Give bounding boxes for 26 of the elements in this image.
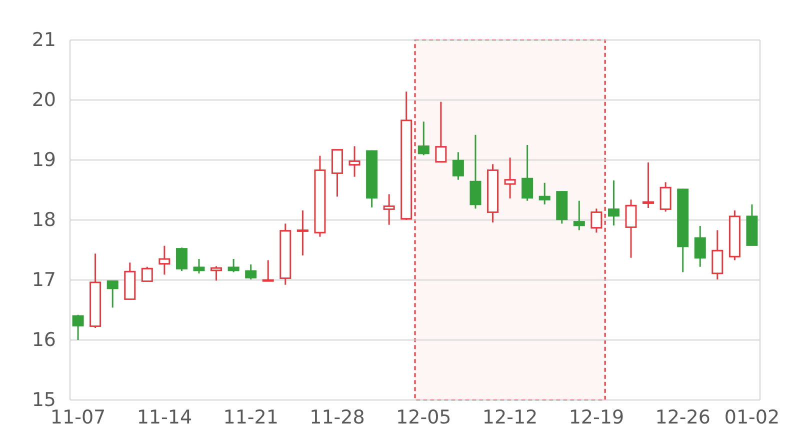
candlestick	[504, 156, 516, 200]
y-tick-label: 20	[32, 89, 56, 112]
x-tick-label: 11-14	[136, 406, 192, 428]
x-tick-label: 11-28	[310, 406, 365, 428]
candlestick	[625, 198, 637, 259]
x-tick-label: 12-12	[482, 406, 538, 428]
x-tick-label: 12-05	[396, 406, 452, 428]
x-tick-label: 11-21	[223, 406, 278, 428]
candlestick	[383, 193, 395, 226]
candlestick	[280, 222, 292, 286]
x-tick-label: 12-26	[655, 406, 710, 428]
candlestick	[608, 180, 620, 226]
y-tick-label: 21	[32, 29, 56, 52]
x-tick-label: 11-07	[50, 406, 106, 428]
candlestick	[158, 245, 170, 276]
candlestick	[712, 229, 724, 280]
y-tick-label: 18	[32, 209, 56, 232]
candlestick	[348, 145, 360, 178]
y-tick-label: 19	[32, 149, 56, 172]
x-tick-label: 01-02	[724, 406, 780, 428]
candlestick	[694, 225, 706, 268]
y-tick-label: 17	[32, 269, 56, 292]
candlestick	[487, 163, 499, 224]
x-tick-label: 12-19	[568, 406, 624, 428]
candlestick	[296, 210, 308, 256]
y-tick-label: 16	[32, 329, 56, 352]
